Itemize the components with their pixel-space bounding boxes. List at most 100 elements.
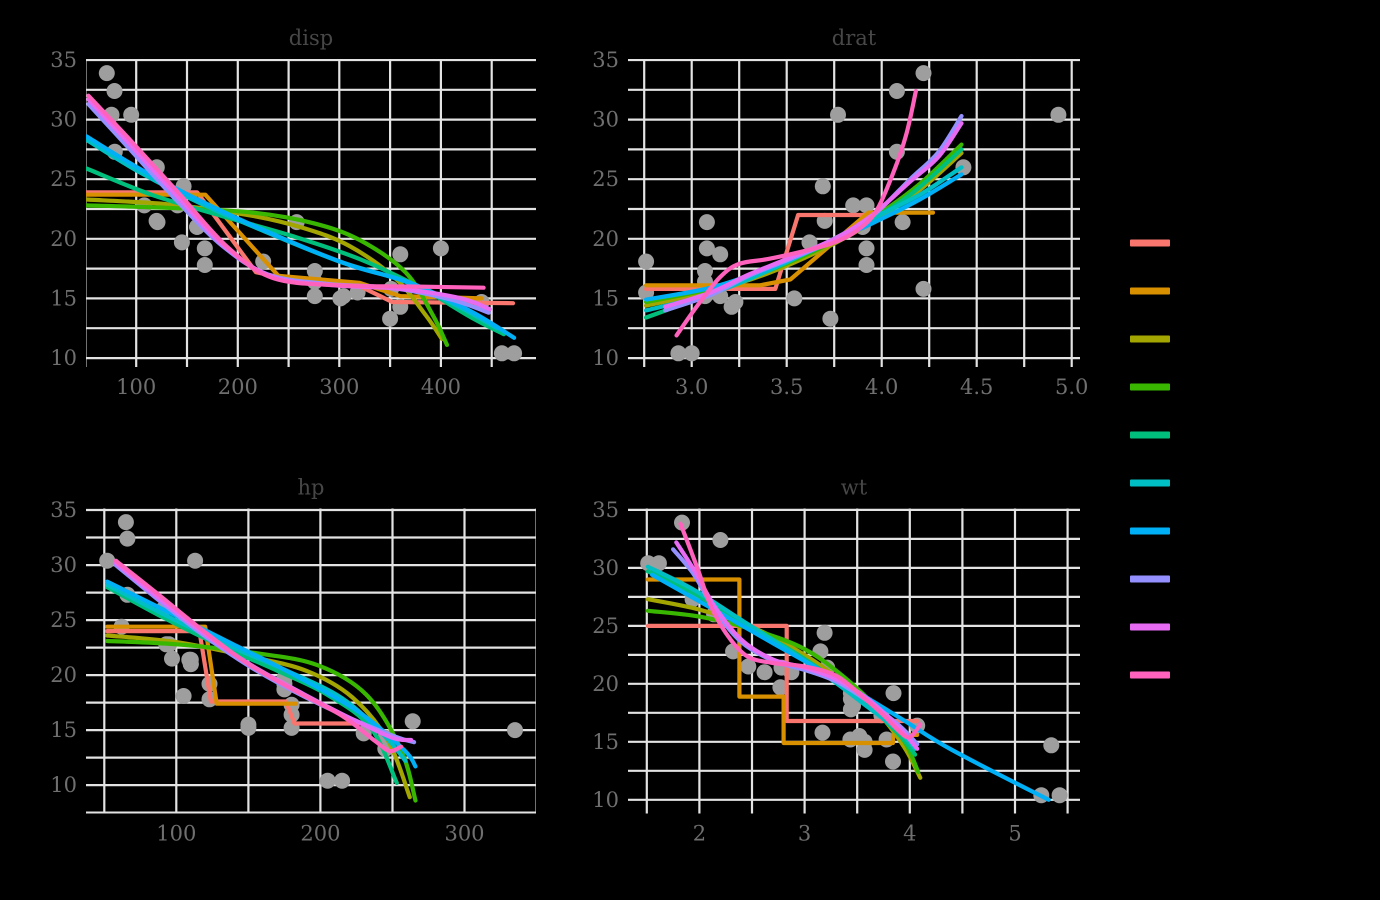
smooth-line-s10	[86, 93, 486, 290]
data-point	[493, 345, 510, 362]
facet-title-disp: disp	[289, 26, 333, 50]
data-point	[683, 345, 700, 362]
data-point	[727, 294, 744, 310]
x-tick-label: 200	[300, 822, 340, 846]
data-point	[894, 214, 911, 231]
data-point	[175, 688, 192, 704]
data-point	[915, 280, 932, 297]
data-point	[638, 253, 655, 270]
y-tick-label: 20	[50, 663, 77, 687]
data-point	[816, 624, 833, 641]
data-point	[164, 650, 180, 667]
smooth-line-s10	[674, 88, 918, 338]
y-tick-label: 15	[50, 286, 77, 310]
y-tick-label: 20	[592, 227, 619, 251]
y-tick-label: 25	[592, 614, 619, 638]
x-tick-label: 200	[218, 375, 258, 399]
data-point	[712, 532, 729, 548]
y-tick-label: 10	[592, 788, 619, 812]
data-point	[915, 65, 932, 82]
legend-key-s4	[1130, 383, 1170, 391]
facet-title-wt: wt	[841, 476, 868, 500]
x-tick-label: 100	[156, 822, 196, 846]
data-point	[814, 724, 831, 741]
legend-key-s2	[1130, 287, 1170, 295]
data-point	[670, 345, 687, 362]
smooth-line-s3	[86, 197, 444, 342]
data-point	[106, 83, 123, 99]
data-point	[858, 197, 875, 214]
data-point	[117, 514, 134, 531]
data-point	[1050, 106, 1067, 123]
y-tick-label: 30	[592, 556, 619, 580]
data-point	[306, 263, 323, 279]
data-point	[698, 240, 715, 257]
data-point	[306, 288, 323, 305]
data-point	[506, 345, 523, 362]
data-point	[181, 651, 198, 668]
smooth-line-s2	[645, 577, 920, 746]
x-tick-label: 2	[693, 822, 706, 846]
data-point	[786, 290, 803, 307]
legend-key-s10	[1130, 671, 1170, 679]
smooth-line-s2	[105, 624, 298, 706]
y-tick-label: 30	[50, 108, 77, 132]
panel-wt	[628, 508, 1080, 814]
x-tick-label: 5.0	[1055, 375, 1088, 399]
data-point	[756, 664, 773, 681]
data-point	[740, 658, 757, 675]
y-tick-label: 35	[50, 498, 77, 522]
legend-key-s6	[1130, 479, 1170, 487]
data-point	[196, 257, 213, 273]
data-point	[123, 106, 140, 123]
data-point	[334, 772, 351, 789]
data-point	[888, 83, 905, 99]
y-tick-label: 35	[592, 48, 619, 72]
data-point	[1051, 787, 1068, 804]
data-point	[187, 552, 204, 569]
y-tick-label: 35	[592, 498, 619, 522]
data-point	[432, 240, 449, 257]
data-point	[119, 530, 136, 547]
x-tick-label: 4.0	[865, 375, 898, 399]
x-tick-label: 4	[903, 822, 916, 846]
smooth-line-s4	[86, 203, 450, 347]
legend-key-s3	[1130, 335, 1170, 343]
y-tick-label: 25	[592, 167, 619, 191]
data-point	[858, 240, 875, 257]
y-tick-label: 10	[50, 346, 77, 370]
panel-disp	[86, 59, 536, 367]
y-tick-label: 20	[592, 672, 619, 696]
data-point	[382, 310, 399, 327]
smooth-line-s7	[105, 579, 418, 769]
smooth-line-s7	[86, 134, 517, 340]
panel-hp	[86, 508, 536, 814]
data-point	[822, 310, 839, 327]
y-tick-label: 35	[50, 48, 77, 72]
data-point	[332, 290, 349, 307]
x-tick-label: 5	[1008, 822, 1021, 846]
y-tick-label: 15	[50, 718, 77, 742]
legend-key-s9	[1130, 623, 1170, 631]
legend-key-s1	[1130, 239, 1170, 247]
data-point	[319, 772, 336, 789]
x-tick-label: 100	[116, 375, 156, 399]
smooth-line-s1	[105, 629, 373, 726]
y-tick-label: 15	[592, 730, 619, 754]
panel-drat	[628, 59, 1080, 367]
x-tick-label: 300	[319, 375, 359, 399]
x-tick-label: 3.0	[675, 375, 708, 399]
data-point	[99, 552, 116, 569]
smooth-line-s9	[663, 121, 964, 309]
data-point	[845, 197, 862, 214]
y-tick-label: 10	[50, 773, 77, 797]
data-point	[772, 679, 789, 696]
y-tick-label: 25	[50, 608, 77, 632]
data-point	[173, 234, 190, 251]
data-point	[392, 246, 409, 263]
legend-key-s5	[1130, 431, 1170, 439]
x-tick-label: 3.5	[770, 375, 803, 399]
